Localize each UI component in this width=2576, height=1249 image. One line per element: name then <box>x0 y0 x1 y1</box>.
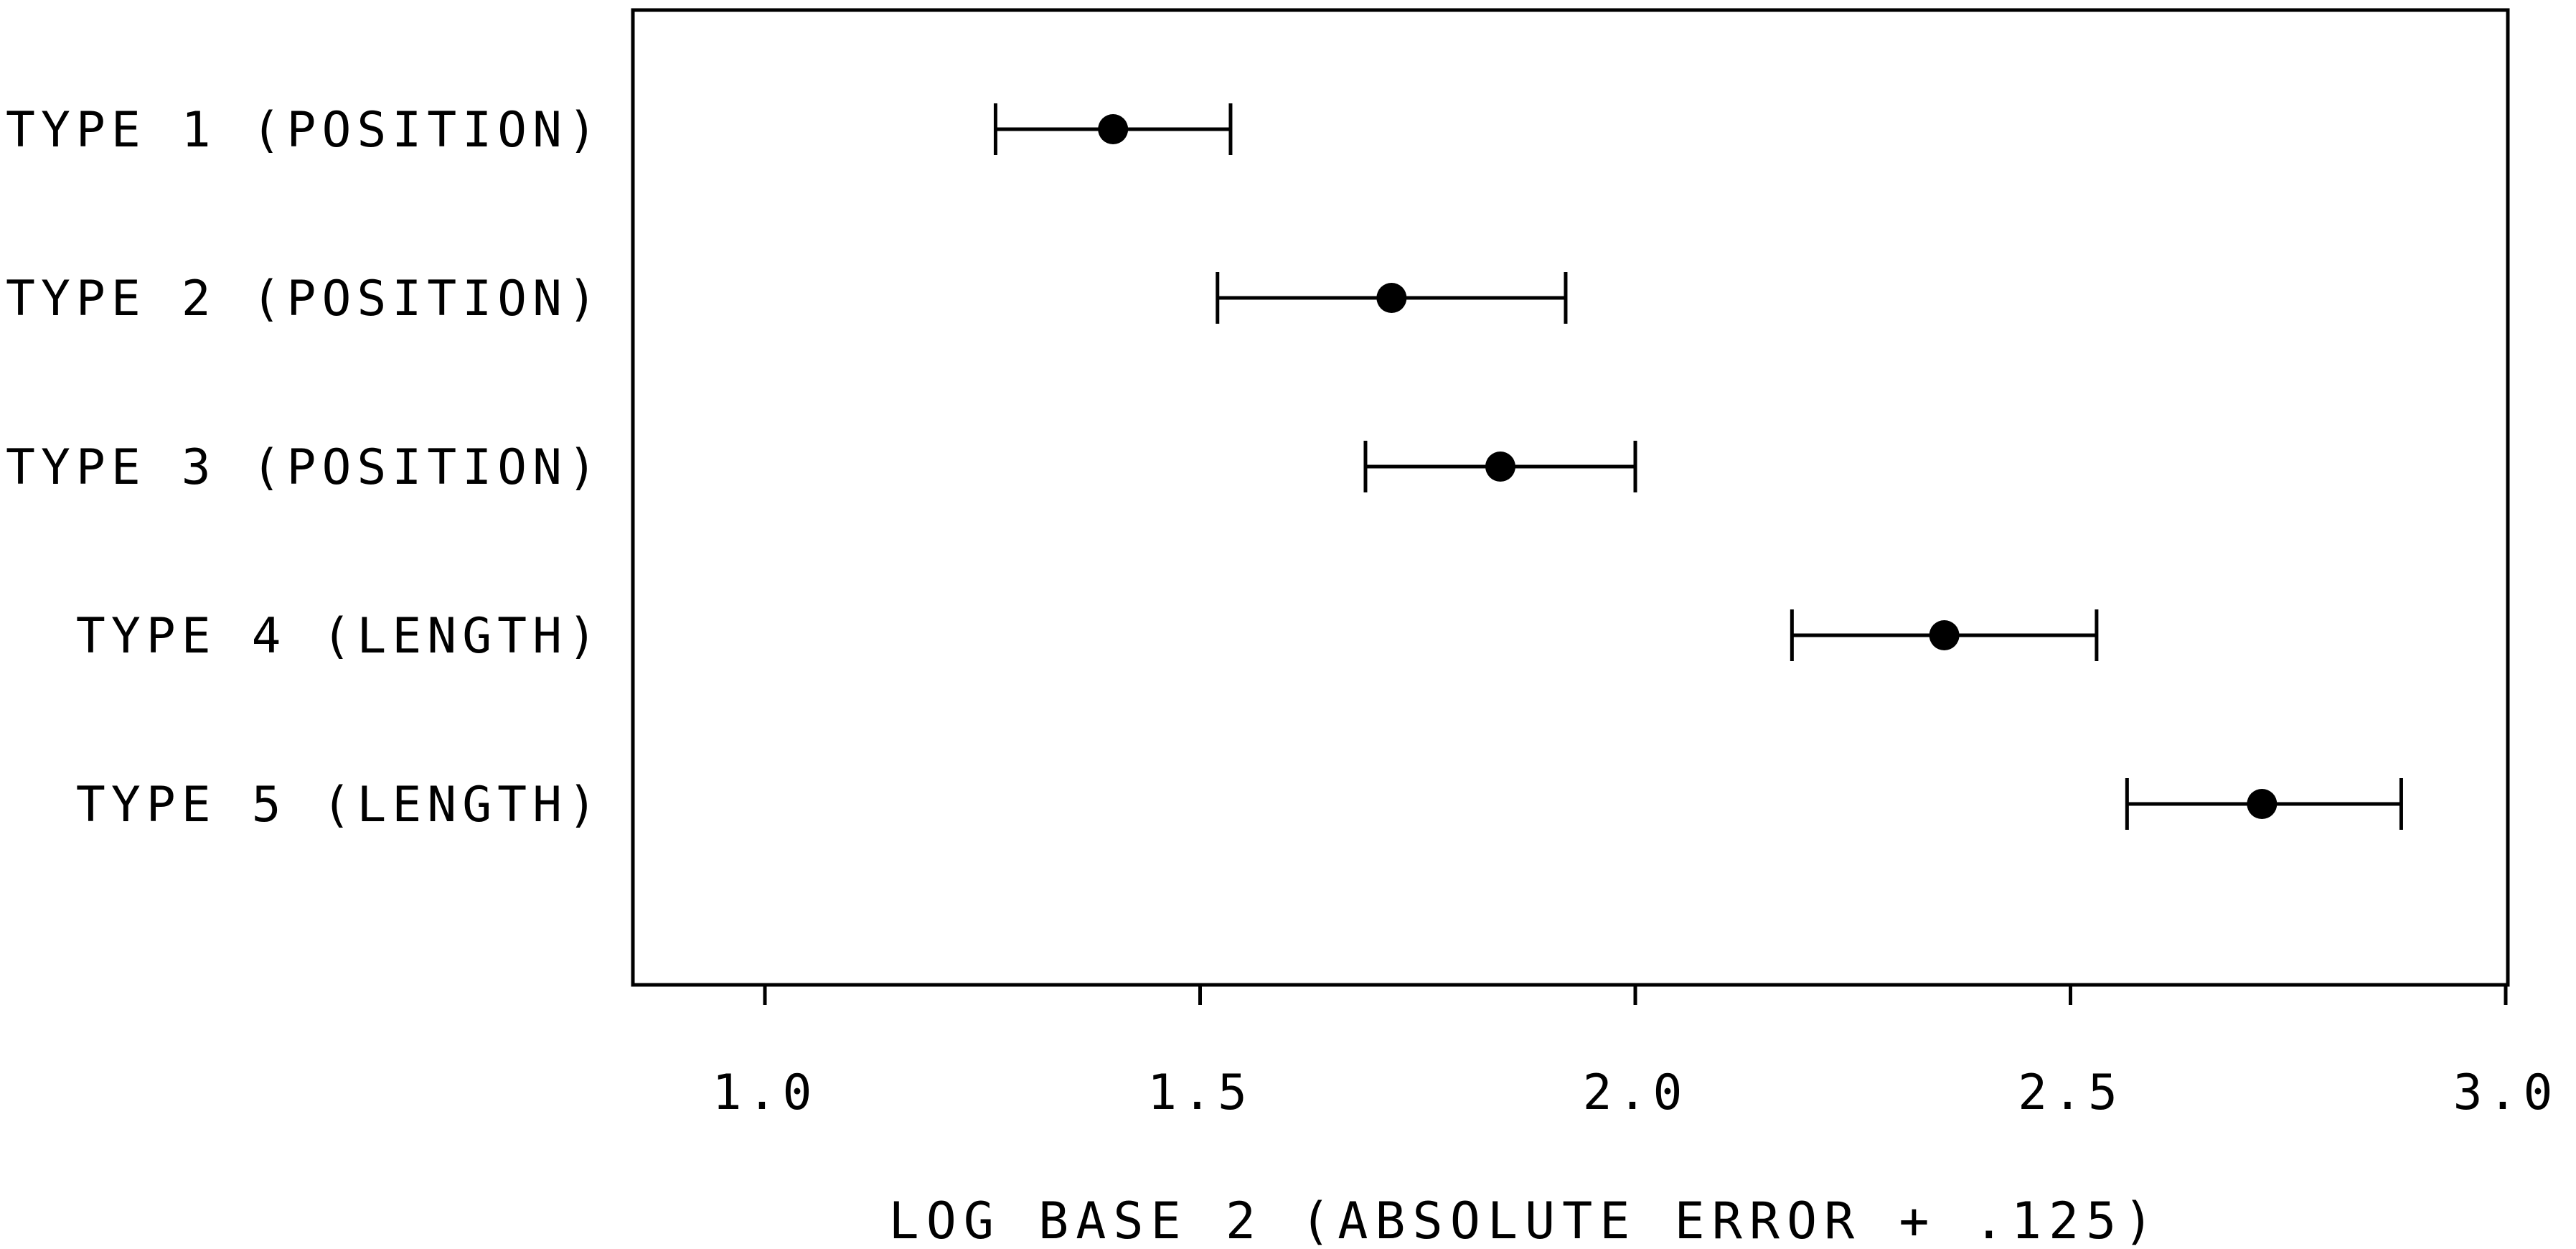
plot-frame <box>631 8 2510 987</box>
x-tick-label: 3.0 <box>2453 1065 2559 1121</box>
x-axis-label: LOG BASE 2 (ABSOLUTE ERROR + .125) <box>889 1192 2161 1249</box>
mean-point <box>1929 620 1960 650</box>
error-bars <box>993 103 2403 830</box>
x-axis-tick-labels: 1.0 1.5 2.0 2.5 3.0 <box>713 1065 2559 1121</box>
x-tick-label: 2.5 <box>2018 1065 2123 1121</box>
category-label: TYPE 1 (POSITION) <box>6 102 603 159</box>
x-axis-ticks <box>763 985 2508 1005</box>
x-tick-label: 1.5 <box>1147 1065 1253 1121</box>
mean-point <box>1485 452 1515 482</box>
mean-point <box>2247 789 2277 819</box>
category-label: TYPE 4 (LENGTH) <box>76 608 603 665</box>
category-label: TYPE 2 (POSITION) <box>6 271 603 327</box>
mean-markers <box>1098 114 2277 819</box>
x-tick-label: 2.0 <box>1583 1065 1688 1121</box>
mean-point <box>1098 114 1129 144</box>
x-tick-label: 1.0 <box>713 1065 818 1121</box>
mean-point <box>1376 283 1407 313</box>
y-axis-category-labels: TYPE 1 (POSITION) TYPE 2 (POSITION) TYPE 3… <box>6 102 603 833</box>
category-label: TYPE 3 (POSITION) <box>6 439 603 496</box>
category-label: TYPE 5 (LENGTH) <box>76 777 603 833</box>
